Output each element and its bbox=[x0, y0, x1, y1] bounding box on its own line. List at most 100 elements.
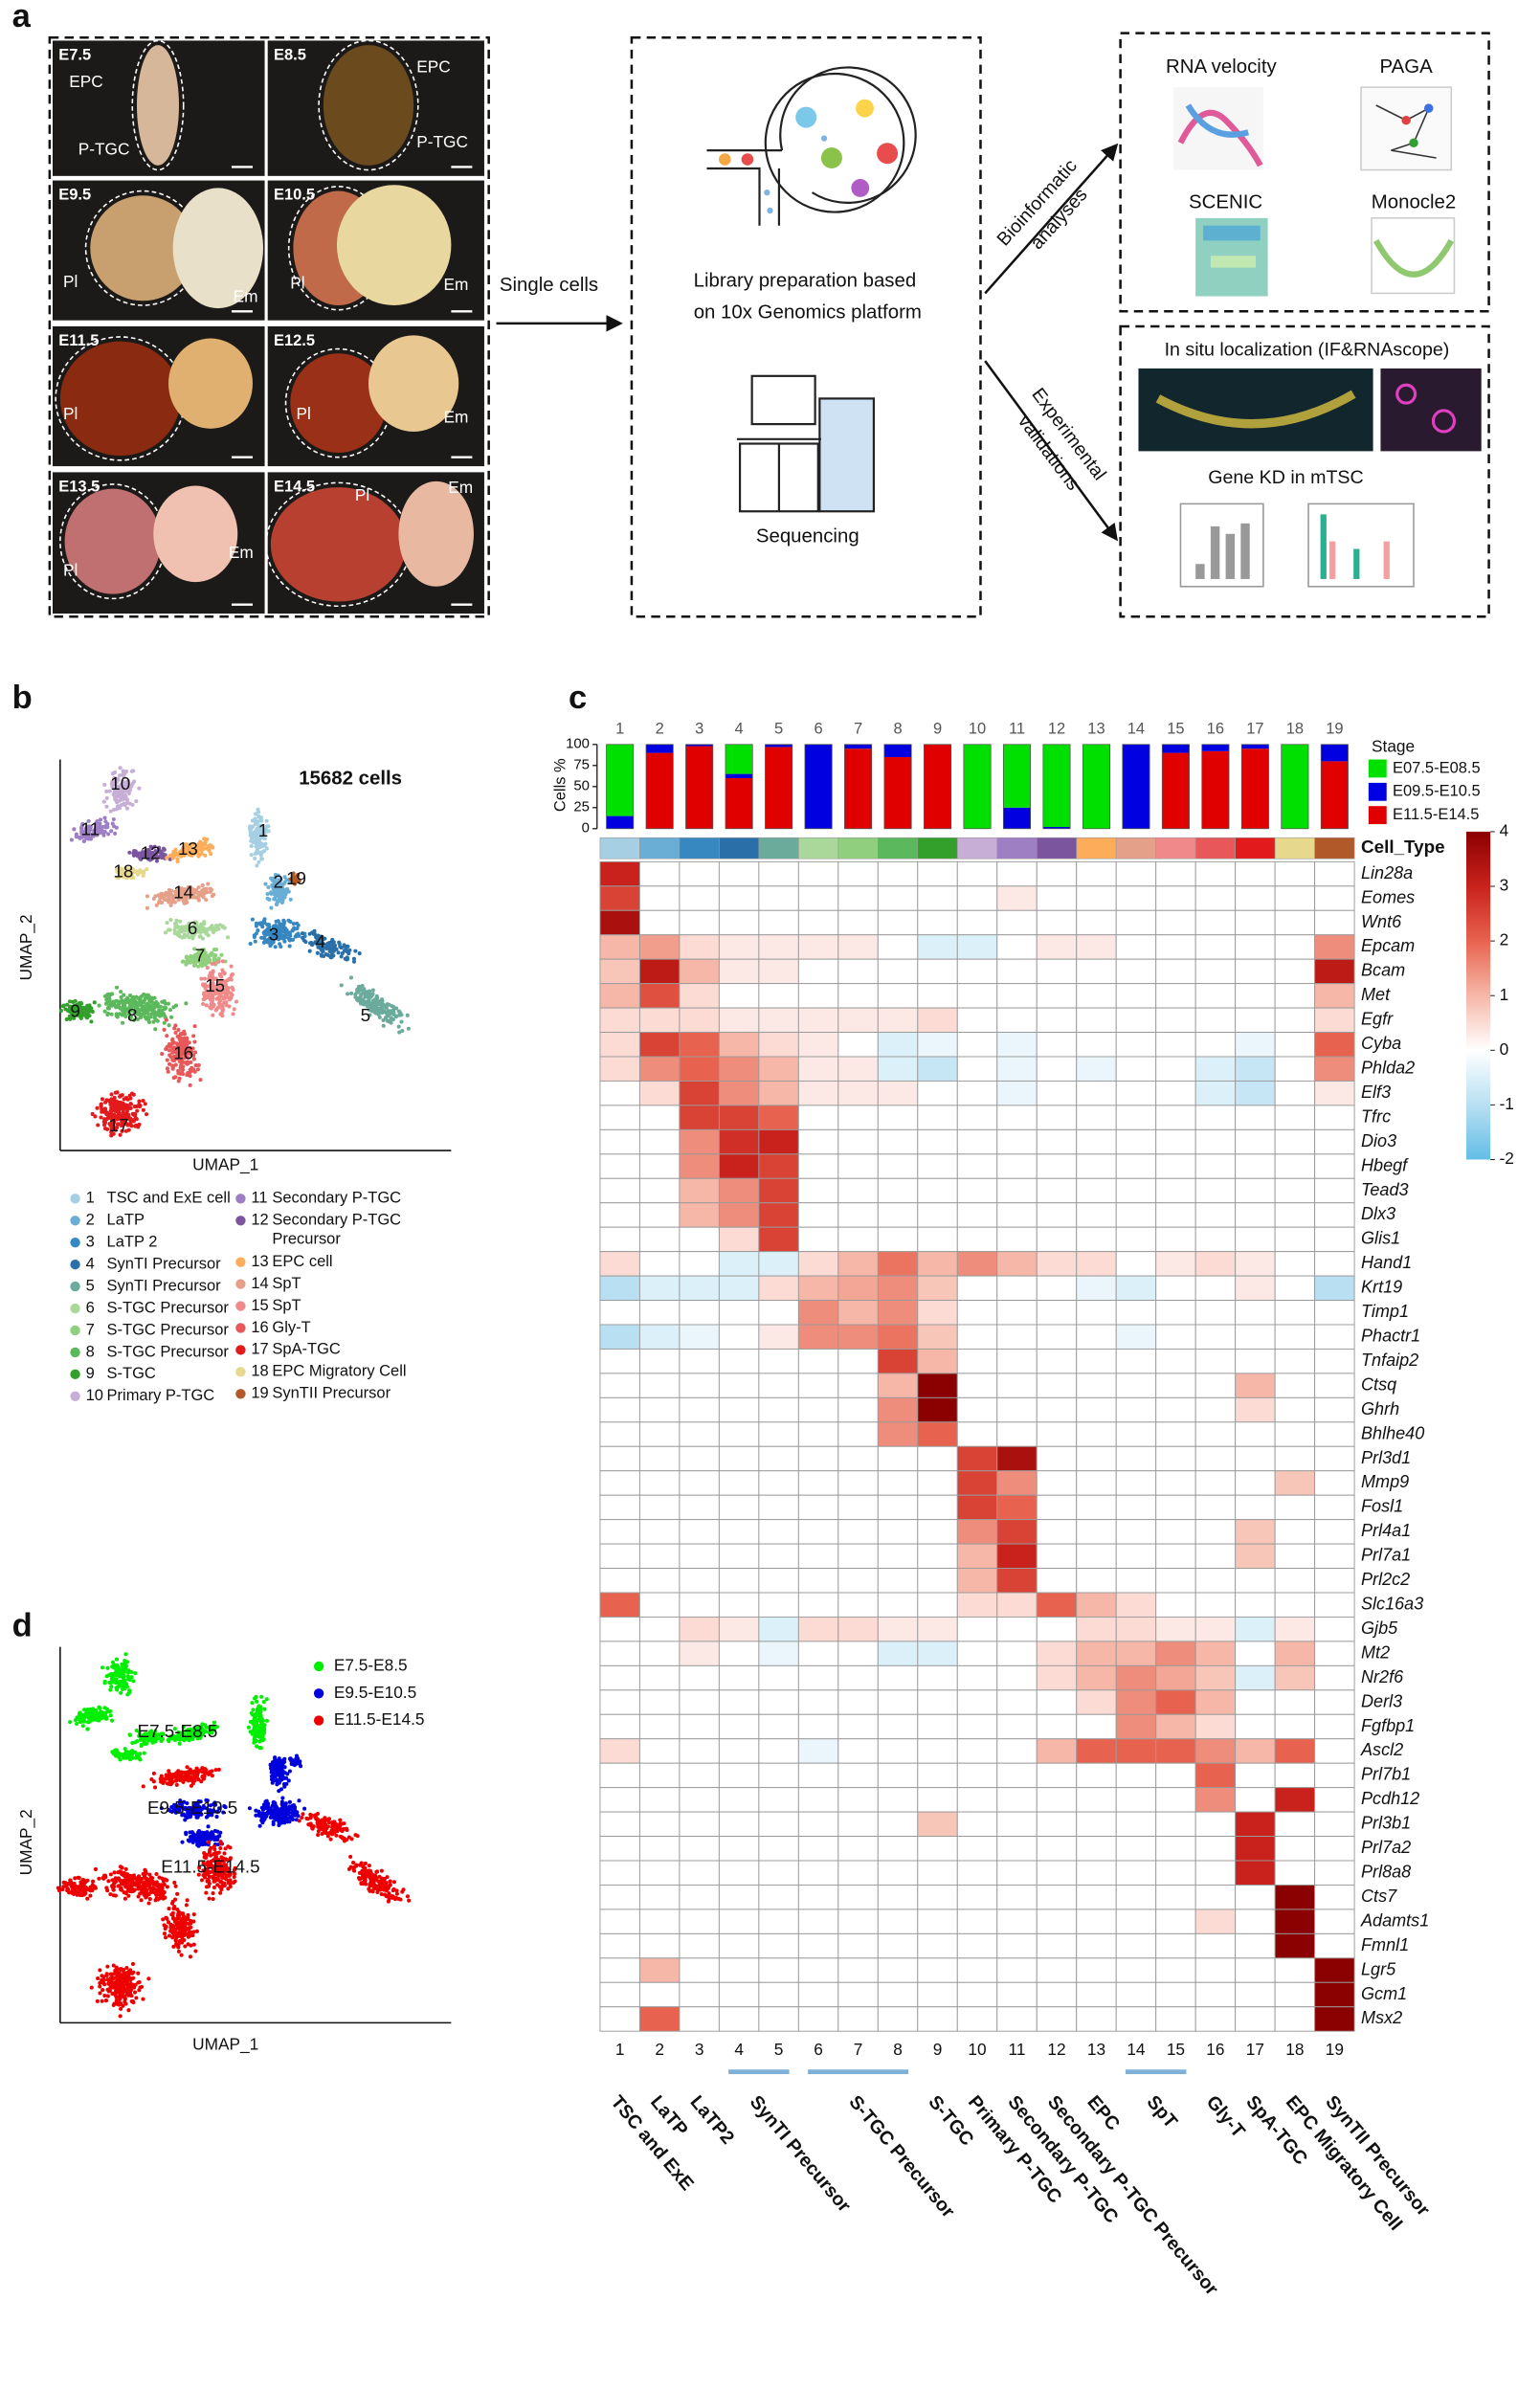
umap-point bbox=[112, 789, 117, 793]
umap-point bbox=[279, 891, 284, 896]
umap-point bbox=[257, 1724, 262, 1729]
photo-label: P-TGC bbox=[416, 132, 468, 151]
umap-point bbox=[167, 1048, 171, 1053]
umap-point bbox=[121, 1982, 125, 1987]
umap-point bbox=[258, 1708, 263, 1714]
stage-label: E11.5 bbox=[58, 332, 99, 349]
umap-point bbox=[97, 829, 101, 834]
umap-point bbox=[173, 847, 178, 852]
umap-point bbox=[124, 1755, 129, 1760]
umap-point bbox=[91, 1879, 96, 1884]
umap-point bbox=[360, 988, 365, 993]
umap-point bbox=[331, 946, 336, 950]
umap-point bbox=[72, 827, 77, 832]
umap-point bbox=[127, 1888, 132, 1894]
legend-dot bbox=[70, 1369, 80, 1380]
umap-point bbox=[118, 1667, 123, 1672]
umap-point bbox=[128, 1981, 133, 1986]
sequencer-icon bbox=[736, 374, 876, 513]
umap-point bbox=[145, 1891, 150, 1896]
umap-point bbox=[201, 982, 206, 988]
umap-point bbox=[133, 999, 138, 1004]
umap-point bbox=[108, 809, 113, 814]
umap-point bbox=[216, 956, 221, 961]
umap-point bbox=[176, 1925, 181, 1930]
umap-point bbox=[106, 1981, 111, 1986]
panel-letter: b bbox=[12, 680, 33, 716]
cluster-label: 6 bbox=[188, 918, 197, 938]
photo-label: P-TGC bbox=[78, 140, 130, 159]
umap-point bbox=[119, 2002, 123, 2007]
umap-point bbox=[136, 1971, 141, 1976]
umap-point bbox=[357, 951, 362, 956]
umap-point bbox=[98, 1991, 102, 1996]
umap-point bbox=[106, 1989, 111, 1994]
umap-point bbox=[355, 990, 360, 994]
umap-point bbox=[171, 1773, 176, 1778]
umap-point bbox=[183, 928, 188, 933]
umap-point bbox=[193, 952, 198, 957]
umap-point bbox=[200, 1837, 206, 1842]
cluster-label: 8 bbox=[127, 1005, 137, 1025]
umap-point bbox=[264, 824, 269, 829]
umap-point bbox=[216, 1000, 222, 1006]
umap-point bbox=[257, 1809, 261, 1814]
umap-point bbox=[93, 1866, 98, 1871]
umap-point bbox=[110, 821, 115, 826]
umap-point bbox=[155, 1004, 160, 1009]
umap-point bbox=[146, 1019, 152, 1025]
umap-point bbox=[145, 867, 149, 872]
umap-point bbox=[253, 1734, 257, 1739]
umap-point bbox=[194, 922, 199, 927]
umap-point bbox=[220, 1007, 225, 1012]
umap-point bbox=[128, 1116, 133, 1121]
umap-point bbox=[290, 876, 295, 881]
umap-point bbox=[339, 983, 344, 988]
umap-point bbox=[151, 1771, 156, 1775]
umap-point bbox=[103, 1100, 108, 1105]
umap-point bbox=[389, 1017, 393, 1022]
umap-point bbox=[179, 854, 184, 859]
umap-point bbox=[108, 1108, 113, 1113]
umap-point bbox=[206, 882, 211, 886]
umap-point bbox=[125, 995, 130, 1000]
umap-point bbox=[176, 1949, 181, 1954]
umap-point bbox=[122, 1665, 126, 1670]
umap-point bbox=[283, 935, 288, 940]
umap-point bbox=[118, 1992, 123, 1997]
legend-number: 17 bbox=[251, 1341, 268, 1358]
umap-point bbox=[222, 1851, 227, 1856]
umap-point bbox=[154, 1871, 159, 1877]
umap-point bbox=[176, 1028, 181, 1033]
umap-point bbox=[208, 889, 212, 894]
umap-point bbox=[147, 1897, 152, 1902]
umap-point bbox=[182, 1032, 187, 1037]
umap-point bbox=[271, 877, 276, 882]
umap-point bbox=[167, 1008, 173, 1013]
umap-point bbox=[282, 1771, 288, 1775]
umap-point bbox=[119, 1690, 123, 1695]
umap-point bbox=[177, 1741, 182, 1746]
umap-point bbox=[101, 824, 106, 829]
umap-point bbox=[264, 932, 269, 937]
umap-point bbox=[391, 1004, 396, 1009]
umap-point bbox=[111, 816, 116, 822]
umap-point bbox=[126, 1012, 131, 1016]
umap-point bbox=[74, 835, 78, 839]
umap-point bbox=[406, 1026, 411, 1031]
umap-point bbox=[106, 1011, 111, 1016]
umap-points bbox=[56, 1652, 412, 2019]
umap-point bbox=[342, 943, 346, 948]
umap-point bbox=[384, 1894, 389, 1899]
specimen bbox=[172, 188, 263, 309]
umap-point bbox=[203, 986, 208, 991]
umap-point bbox=[202, 976, 207, 981]
analysis-label: PAGA bbox=[1380, 56, 1434, 78]
umap-point bbox=[220, 968, 225, 972]
umap-point bbox=[102, 1106, 107, 1111]
umap-point bbox=[273, 889, 278, 894]
umap-point bbox=[114, 985, 120, 990]
bar-segment bbox=[725, 773, 753, 778]
umap-point bbox=[208, 886, 212, 891]
umap-point bbox=[143, 995, 147, 1001]
